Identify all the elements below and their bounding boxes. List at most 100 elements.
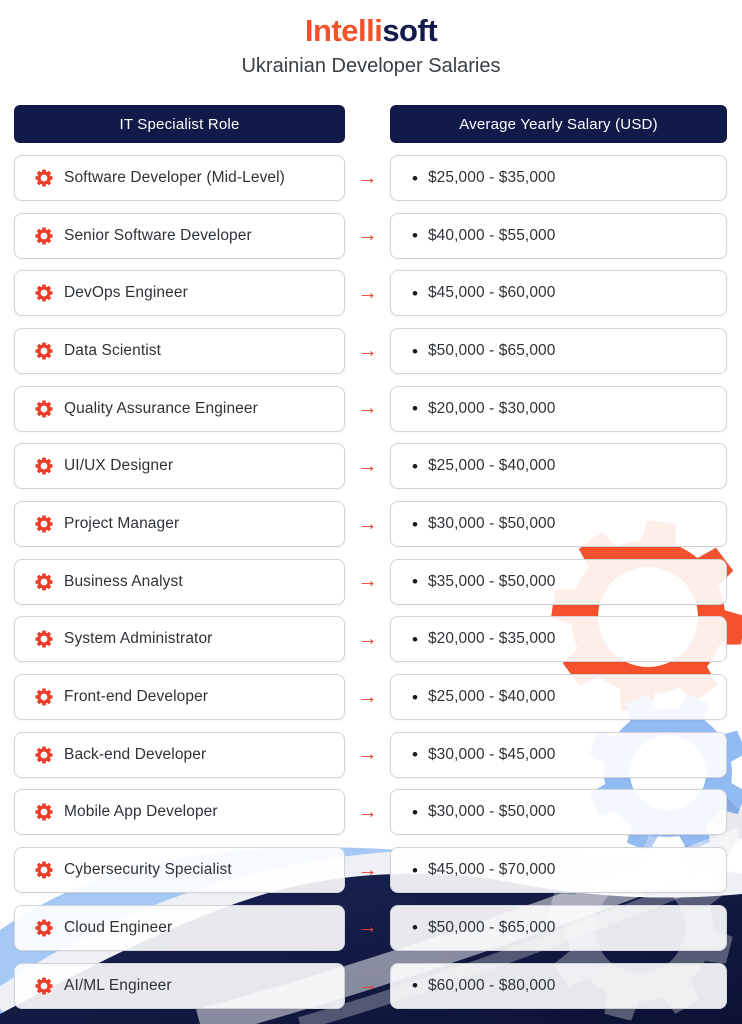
table-row: System Administrator → • $20,000 - $35,0… [0,616,742,663]
arrow-icon: → [357,512,378,535]
gear-icon [35,284,53,302]
role-label: Project Manager [64,515,180,533]
salary-card: • $20,000 - $30,000 [390,385,727,432]
gear-icon [35,630,53,648]
gear-icon [35,919,53,937]
gear-icon [35,803,53,822]
salary-label: $45,000 - $70,000 [427,861,556,879]
bullet-icon: • [412,976,418,996]
table-row: Business Analyst → • $35,000 - $50,000 [0,558,742,605]
salary-card: • $25,000 - $35,000 [390,155,727,201]
salary-card: • $35,000 - $50,000 [390,558,727,605]
role-label: Senior Software Developer [64,226,252,244]
role-label: UI/UX Designer [64,457,174,475]
gear-icon [35,573,53,591]
role-card: Cybersecurity Specialist [14,847,345,894]
bullet-icon: • [412,168,418,188]
role-card: Senior Software Developer [14,212,345,259]
role-label: Data Scientist [64,342,162,360]
brand-logo: Intellisoft [0,13,742,48]
gear-icon [35,688,53,706]
salary-card: • $45,000 - $70,000 [390,847,727,894]
gear-icon [35,342,53,360]
gear-icon [35,861,53,879]
salary-label: $25,000 - $40,000 [427,457,556,475]
salary-card: • $45,000 - $60,000 [390,270,727,317]
arrow-icon: → [357,916,378,939]
salary-card: • $25,000 - $40,000 [390,674,727,721]
salary-label: $35,000 - $50,000 [427,572,556,590]
bullet-icon: • [412,745,418,765]
page-header: Intellisoft Ukrainian Developer Salaries [0,13,742,78]
arrow-icon: → [357,339,378,362]
salary-card: • $60,000 - $80,000 [390,962,727,1009]
role-card: System Administrator [14,616,345,663]
bullet-icon: • [412,918,418,938]
arrow-icon: → [357,743,378,766]
table-row: Front-end Developer → • $25,000 - $40,00… [0,674,742,721]
salary-label: $50,000 - $65,000 [427,342,556,360]
salary-label: $30,000 - $50,000 [427,515,556,533]
bullet-icon: • [412,456,418,476]
role-label: Quality Assurance Engineer [64,399,258,417]
salary-label: $25,000 - $35,000 [427,169,556,186]
table-row: Mobile App Developer → • $30,000 - $50,0… [0,789,742,836]
salary-label: $30,000 - $50,000 [427,803,556,821]
role-card: Data Scientist [14,328,345,375]
role-card: Front-end Developer [14,674,345,721]
role-card: AI/ML Engineer [14,962,345,1009]
gear-icon [35,976,53,995]
bullet-icon: • [412,802,418,822]
salary-card: • $20,000 - $35,000 [390,616,727,663]
gear-icon [35,169,53,187]
role-label: System Administrator [64,630,213,648]
role-label: Software Developer (Mid-Level) [64,169,285,186]
table-row: Back-end Developer → • $30,000 - $45,000 [0,731,742,778]
salary-label: $40,000 - $55,000 [427,226,556,244]
bullet-icon: • [412,341,418,361]
salary-label: $20,000 - $35,000 [427,630,556,648]
role-label: Cloud Engineer [64,918,173,936]
role-label: Back-end Developer [64,745,207,763]
role-card: Business Analyst [14,558,345,605]
table-row: Senior Software Developer → • $40,000 - … [0,212,742,259]
table-row: Data Scientist → • $50,000 - $65,000 [0,328,742,375]
bullet-icon: • [412,283,418,303]
page-title: Ukrainian Developer Salaries [241,55,501,78]
role-label: Mobile App Developer [64,803,218,821]
brand-logo-part1: Intelli [304,13,383,48]
salary-label: $60,000 - $80,000 [427,976,556,994]
arrow-icon: → [357,454,378,477]
table-row: DevOps Engineer → • $45,000 - $60,000 [0,270,742,317]
gear-icon [35,515,53,533]
gear-icon [35,746,53,764]
role-card: Back-end Developer [14,731,345,778]
column-header-role: IT Specialist Role [14,105,345,143]
bullet-icon: • [412,226,418,246]
table-row: Project Manager → • $30,000 - $50,000 [0,501,742,548]
role-card: UI/UX Designer [14,443,345,490]
arrow-icon: → [357,570,378,593]
role-card: Cloud Engineer [14,904,345,951]
arrow-icon: → [357,224,378,247]
role-card: Mobile App Developer [14,789,345,836]
role-label: DevOps Engineer [64,284,188,302]
table-row: Cybersecurity Specialist → • $45,000 - $… [0,847,742,894]
bullet-icon: • [412,687,418,707]
arrow-icon: → [357,800,378,823]
bullet-icon: • [412,399,418,419]
table-row: Cloud Engineer → • $50,000 - $65,000 [0,904,742,951]
arrow-icon: → [357,858,378,881]
brand-logo-part2: soft [382,13,438,48]
role-label: Front-end Developer [64,688,209,706]
gear-icon [35,457,53,475]
salary-label: $25,000 - $40,000 [427,688,556,706]
arrow-icon: → [357,685,378,708]
table-row: AI/ML Engineer → • $60,000 - $80,000 [0,962,742,1009]
salary-card: • $30,000 - $50,000 [390,789,727,836]
gear-icon [35,227,53,245]
salary-label: $20,000 - $30,000 [427,399,556,417]
role-card: Project Manager [14,501,345,548]
salary-card: • $30,000 - $50,000 [390,501,727,548]
salary-card: • $50,000 - $65,000 [390,904,727,951]
